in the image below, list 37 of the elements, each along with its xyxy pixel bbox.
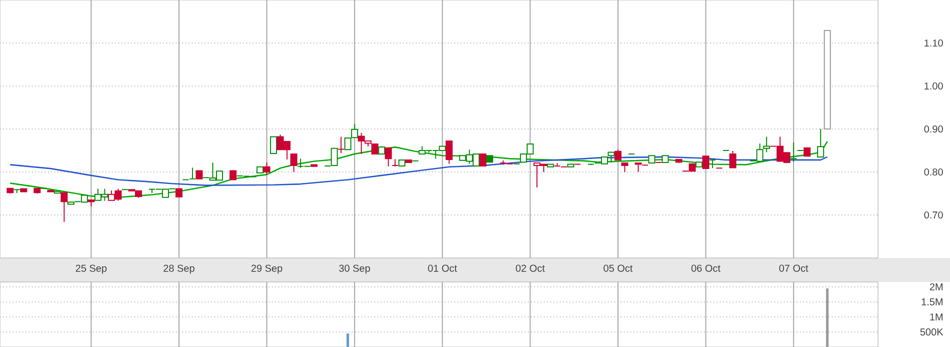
y-tick-label: 500K bbox=[920, 328, 944, 336]
x-tick-label: 02 Oct bbox=[516, 264, 545, 272]
y-tick-label: 1.10 bbox=[924, 39, 943, 47]
y-tick-label: 1.5M bbox=[922, 298, 942, 306]
candlestick bbox=[790, 142, 798, 163]
x-tick-label: 05 Oct bbox=[604, 264, 633, 272]
y-tick-label: 0.80 bbox=[924, 168, 943, 176]
candlestick bbox=[60, 192, 68, 222]
candlestick bbox=[817, 128, 824, 158]
candlestick bbox=[709, 159, 716, 169]
candlestick bbox=[702, 156, 710, 170]
x-tick-label: 01 Oct bbox=[428, 264, 458, 272]
candlestick bbox=[729, 150, 736, 168]
candlestick bbox=[270, 136, 278, 154]
candlestick bbox=[371, 144, 378, 154]
candlestick bbox=[614, 149, 622, 160]
y-tick-label: 1.00 bbox=[924, 82, 943, 90]
candlestick bbox=[263, 162, 270, 175]
candlestick bbox=[230, 170, 237, 180]
line-series bbox=[9, 156, 828, 186]
x-tick-label: 06 Oct bbox=[691, 264, 720, 272]
x-tick-label: 25 Sep bbox=[76, 264, 107, 274]
y-tick-label: 0.90 bbox=[924, 125, 943, 133]
candlestick bbox=[621, 162, 628, 172]
x-tick-label: 29 Sep bbox=[251, 264, 282, 274]
candlestick bbox=[338, 136, 345, 154]
candlestick bbox=[446, 140, 453, 164]
x-tick-label: 07 Oct bbox=[779, 264, 808, 272]
candlestick bbox=[290, 153, 298, 172]
y-tick-label: 1M bbox=[930, 313, 942, 320]
candlestick bbox=[479, 153, 486, 166]
x-tick-label: 28 Sep bbox=[164, 264, 194, 274]
candlestick bbox=[392, 158, 399, 167]
y-tick-label: 2M bbox=[930, 283, 942, 290]
y-tick-label: 0.70 bbox=[924, 211, 943, 219]
x-tick-label: 30 Sep bbox=[339, 264, 370, 274]
candlestick bbox=[384, 147, 392, 167]
